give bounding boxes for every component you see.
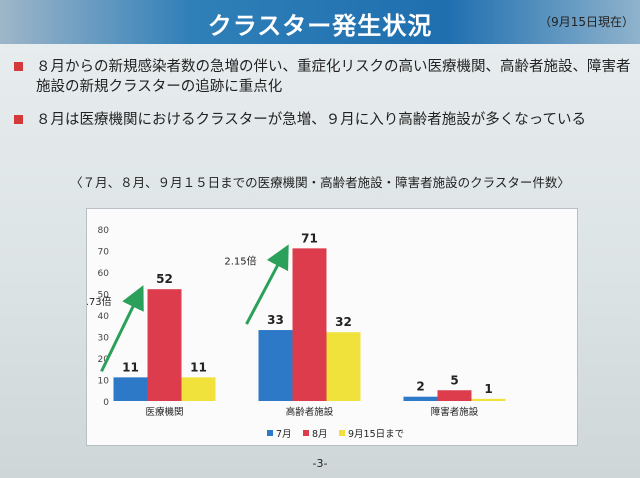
bar (258, 330, 293, 401)
x-tick-label: 障害者施設 (431, 406, 479, 418)
bullet-square-icon (14, 115, 23, 124)
bar (437, 390, 472, 401)
legend-swatch (339, 430, 345, 436)
growth-annotation: 2.15倍 (224, 254, 256, 267)
y-tick-label: 40 (98, 312, 110, 322)
bar-chart: 0 10 20 30 40 50 60 70 80 11 52 11 医療機関 33 71 32 高齢者施設 2 5… (79, 226, 506, 440)
y-tick-label: 60 (98, 269, 110, 279)
data-label: 11 (190, 360, 207, 374)
growth-arrow-icon (245, 244, 289, 325)
y-tick-label: 30 (98, 334, 110, 344)
data-label: 1 (484, 382, 492, 396)
bar (181, 377, 216, 401)
data-label: 33 (267, 313, 284, 327)
bar (403, 396, 438, 401)
title-bar (0, 0, 640, 44)
chart-subtitle: 〈７月、８月、９月１５日までの医療機関・高齢者施設・障害者施設のクラスター件数〉 (70, 175, 570, 190)
y-tick-label: 20 (98, 355, 110, 365)
bar (326, 332, 361, 401)
chart-area: 0 10 20 30 40 50 60 70 80 11 52 11 医療機関 33 71 32 高齢者施設 2 5… (79, 208, 578, 446)
data-label: 71 (301, 231, 318, 245)
page-title: クラスター発生状況 (207, 12, 433, 40)
page-number: -3- (312, 457, 328, 470)
bar (147, 289, 182, 401)
y-tick-label: 10 (98, 377, 110, 387)
bullet-item-1: ８月からの新規感染者数の急増の伴い、重症化リスクの高い医療機関、高齢者施設、障害… (14, 57, 634, 97)
data-label: 5 (450, 373, 458, 387)
y-tick-label: 0 (103, 398, 109, 408)
y-tick-label: 80 (98, 226, 110, 236)
bullet-square-icon (14, 62, 23, 71)
data-label: 52 (156, 272, 173, 286)
bullet-item-2: ８月は医療機関におけるクラスターが急増、９月に入り高齢者施設が多くなっている (14, 110, 634, 130)
legend-label: 9月15日まで (348, 429, 404, 440)
growth-annotation: 4.73倍 (87, 295, 112, 308)
y-tick-label: 70 (98, 248, 110, 258)
data-label: 11 (122, 360, 139, 374)
legend-swatch (267, 430, 273, 436)
bar (471, 398, 506, 401)
growth-arrow-icon (100, 285, 144, 373)
legend-swatch (303, 430, 309, 436)
legend-label: 8月 (312, 429, 328, 440)
x-tick-label: 医療機関 (145, 406, 183, 418)
x-tick-label: 高齢者施設 (286, 406, 334, 418)
date-label: （9月15日現在） (539, 15, 634, 29)
data-label: 32 (335, 315, 352, 329)
bullet-text-1: ８月からの新規感染者数の急増の伴い、重症化リスクの高い医療機関、高齢者施設、障害… (36, 59, 631, 95)
y-tick-label: 50 (98, 291, 110, 301)
legend-label: 7月 (276, 429, 292, 440)
bar (113, 377, 148, 401)
bullet-text-2: ８月は医療機関におけるクラスターが急増、９月に入り高齢者施設が多くなっている (36, 112, 586, 128)
data-label: 2 (416, 380, 424, 394)
bar (292, 248, 327, 401)
